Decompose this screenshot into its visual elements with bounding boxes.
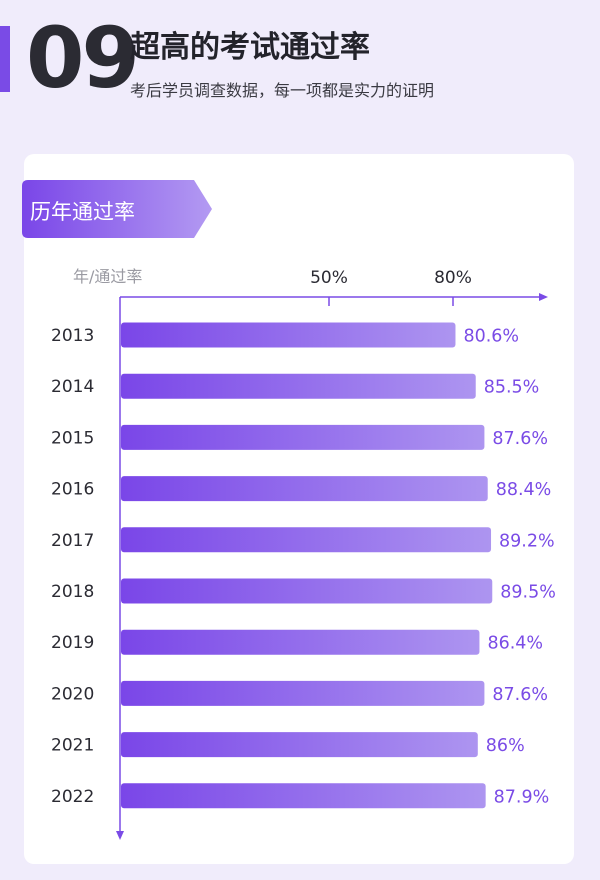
bar-2017 [121, 527, 492, 553]
bar-2014 [121, 373, 476, 399]
value-label-2016: 88.4% [496, 480, 552, 500]
value-label-2021: 86% [486, 736, 525, 756]
value-label-2020: 87.6% [492, 685, 548, 705]
category-label-2014: 2014 [51, 377, 94, 397]
category-label-2015: 2015 [51, 428, 94, 448]
value-label-2014: 85.5% [484, 378, 540, 398]
category-label-2017: 2017 [51, 531, 94, 551]
value-label-2017: 89.2% [499, 531, 555, 551]
bar-2015 [121, 424, 485, 450]
bar-2018 [121, 578, 493, 604]
bar-2022 [121, 783, 486, 809]
category-label-2021: 2021 [51, 736, 94, 756]
category-label-2013: 2013 [51, 326, 94, 346]
page-subtitle: 考后学员调查数据，每一项都是实力的证明 [130, 81, 435, 100]
category-label-2018: 2018 [51, 582, 94, 602]
page-title: 超高的考试通过率 [130, 30, 370, 65]
bar-2021 [121, 732, 478, 758]
x-tick-label-80: 80% [434, 268, 472, 288]
accent-bar [0, 26, 10, 92]
category-label-2020: 2020 [51, 684, 94, 704]
chart-title: 历年通过率 [30, 200, 135, 224]
y-axis-arrow [116, 831, 124, 840]
x-axis-arrow [539, 293, 548, 301]
bar-2016 [121, 476, 488, 502]
chart-title-tag [22, 180, 212, 238]
bar-2019 [121, 629, 480, 655]
category-label-2016: 2016 [51, 480, 94, 500]
value-label-2015: 87.6% [492, 429, 548, 449]
x-tick-label-50: 50% [310, 268, 348, 288]
bar-2013 [121, 322, 456, 348]
value-label-2019: 86.4% [487, 634, 543, 654]
value-label-2013: 80.6% [463, 327, 519, 347]
value-label-2018: 89.5% [500, 583, 556, 603]
axis-caption: 年/通过率 [73, 267, 142, 286]
value-label-2022: 87.9% [494, 787, 550, 807]
section-number: 09 [26, 9, 140, 107]
category-label-2022: 2022 [51, 787, 94, 807]
bar-2020 [121, 680, 485, 706]
category-label-2019: 2019 [51, 633, 94, 653]
